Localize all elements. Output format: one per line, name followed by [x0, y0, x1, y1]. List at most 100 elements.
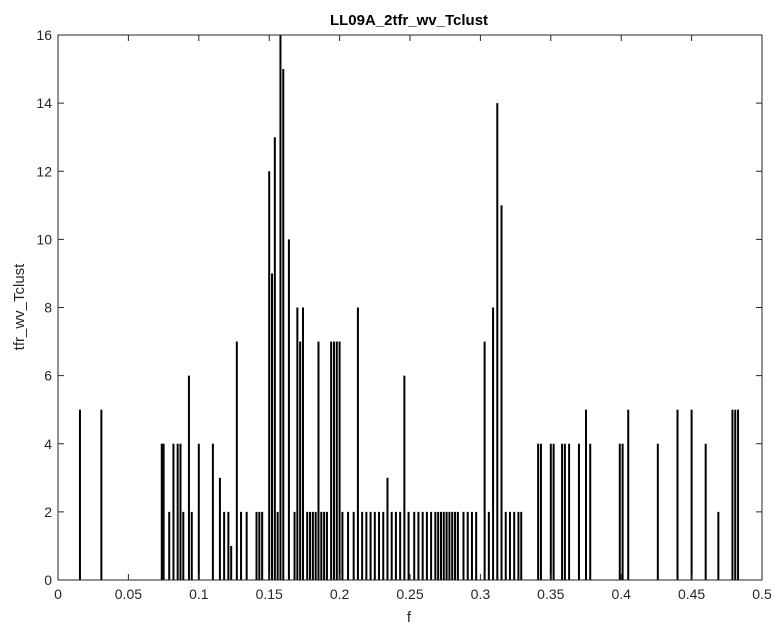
- bar: [517, 511, 520, 581]
- bar: [311, 511, 314, 581]
- bar: [448, 511, 451, 581]
- bar: [187, 375, 190, 581]
- bar: [470, 511, 473, 581]
- y-tick-label: 12: [36, 163, 52, 179]
- bar: [421, 511, 424, 581]
- bar: [399, 511, 402, 581]
- bar: [162, 443, 165, 580]
- bar: [676, 409, 679, 580]
- bar: [413, 511, 416, 581]
- bar: [245, 511, 248, 581]
- bar: [172, 443, 175, 580]
- bar: [240, 511, 243, 581]
- x-tick-label: 0.05: [115, 586, 142, 602]
- bar: [361, 511, 364, 581]
- bar: [589, 443, 592, 580]
- bar: [378, 511, 381, 581]
- bar: [335, 341, 338, 580]
- bar: [539, 443, 542, 580]
- bar: [309, 511, 312, 581]
- bar: [100, 409, 103, 580]
- bar: [78, 409, 81, 580]
- bar-series: [78, 35, 740, 581]
- bar: [621, 443, 624, 580]
- bar: [320, 511, 323, 581]
- x-tick-label: 0.35: [537, 586, 564, 602]
- bar: [462, 511, 465, 581]
- bar: [323, 511, 326, 581]
- bar: [299, 341, 302, 580]
- bar: [549, 443, 552, 580]
- bar: [230, 545, 233, 580]
- bar: [182, 511, 185, 581]
- y-tick-label: 16: [36, 27, 52, 43]
- bar: [190, 511, 193, 581]
- bar: [445, 511, 448, 581]
- y-tick-label: 10: [36, 231, 52, 247]
- bar: [390, 511, 393, 581]
- bar: [577, 443, 580, 580]
- bar: [314, 511, 317, 581]
- bar: [504, 511, 507, 581]
- axes: 0 0.05 0.1 0.15 0.2 0.25 0.3 0.35 0.4 0.45 0.5 0 2 4 6…: [36, 27, 772, 602]
- bar: [407, 511, 410, 581]
- bar: [520, 511, 523, 581]
- bar: [734, 409, 737, 580]
- bar: [737, 409, 740, 580]
- bar: [317, 341, 320, 580]
- bar: [563, 443, 566, 580]
- bar: [656, 443, 659, 580]
- bar: [197, 443, 200, 580]
- x-tick-label: 0.3: [471, 586, 491, 602]
- bar: [483, 341, 486, 580]
- x-tick-label: 0.2: [330, 586, 350, 602]
- bar: [403, 375, 406, 581]
- bar: [287, 239, 290, 581]
- bar: [268, 171, 271, 580]
- y-tick-label: 2: [44, 504, 52, 520]
- bar: [690, 409, 693, 580]
- bar: [223, 511, 226, 581]
- x-tick-label: 0: [54, 586, 62, 602]
- bar: [513, 511, 516, 581]
- x-tick-label: 0.25: [396, 586, 423, 602]
- bar: [325, 511, 328, 581]
- bar: [273, 137, 276, 580]
- bar: [276, 511, 279, 581]
- bar: [537, 443, 540, 580]
- bar: [627, 409, 630, 580]
- bar: [176, 443, 179, 580]
- y-tick-label: 0: [44, 572, 52, 588]
- bar: [296, 307, 299, 580]
- bar: [293, 511, 296, 581]
- bar: [338, 341, 341, 580]
- bar: [417, 511, 420, 581]
- x-tick-label: 0.4: [611, 586, 631, 602]
- bar: [487, 511, 490, 581]
- bar: [235, 341, 238, 580]
- bar: [258, 511, 261, 581]
- x-axis-label: f: [407, 609, 412, 625]
- bar: [279, 35, 282, 580]
- y-tick-label: 4: [44, 436, 52, 452]
- bar: [430, 511, 433, 581]
- bar: [496, 103, 499, 581]
- bar: [394, 511, 397, 581]
- bar: [301, 307, 304, 580]
- bar: [492, 307, 495, 580]
- x-tick-label: 0.45: [678, 586, 705, 602]
- bar: [352, 511, 355, 581]
- chart-title: LL09A_2tfr_wv_Tclust: [330, 12, 488, 29]
- x-tick-label: 0.5: [752, 586, 772, 602]
- bar: [211, 443, 214, 580]
- bar: [451, 511, 454, 581]
- bar: [373, 511, 376, 581]
- bar: [437, 511, 440, 581]
- bar: [500, 205, 503, 580]
- bar: [369, 511, 372, 581]
- bar: [227, 511, 230, 581]
- bar: [717, 511, 720, 581]
- bar: [439, 511, 442, 581]
